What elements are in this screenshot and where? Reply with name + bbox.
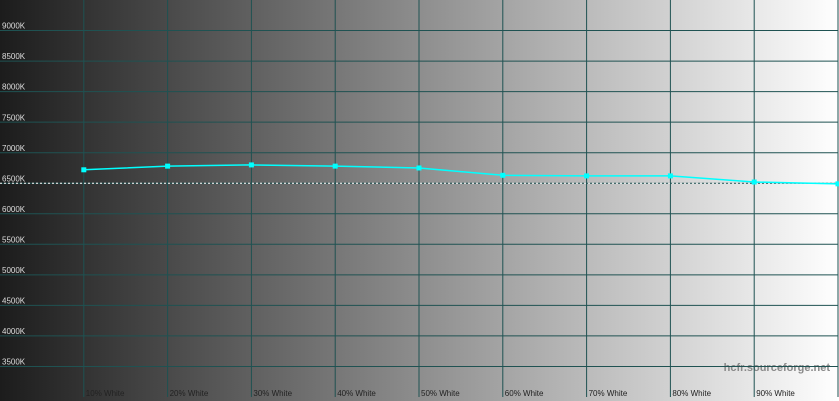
y-tick-label: 5500K xyxy=(2,235,26,244)
y-tick-label: 6500K xyxy=(2,174,26,183)
x-tick-label: 50% White xyxy=(421,389,460,398)
watermark: hcfr.sourceforge.net xyxy=(724,362,831,374)
y-tick-label: 4000K xyxy=(2,327,26,336)
data-point xyxy=(416,165,422,171)
y-tick-label: 7500K xyxy=(2,113,26,122)
data-point xyxy=(81,167,87,173)
series-line xyxy=(83,164,839,185)
x-tick-label: 70% White xyxy=(589,389,628,398)
y-tick-label: 6000K xyxy=(2,205,26,214)
data-point xyxy=(584,173,590,179)
data-point xyxy=(835,181,839,187)
x-tick-label: 60% White xyxy=(505,389,544,398)
data-point xyxy=(500,172,506,178)
y-tick-label: 8000K xyxy=(2,83,26,92)
data-point xyxy=(332,163,338,169)
data-point xyxy=(165,163,171,169)
x-tick-label: 80% White xyxy=(672,389,711,398)
y-tick-label: 7000K xyxy=(2,144,26,153)
y-tick-label: 4500K xyxy=(2,296,26,305)
y-tick-label: 8500K xyxy=(2,52,26,61)
x-tick-label: 90% White xyxy=(756,389,795,398)
x-tick-label: 40% White xyxy=(337,389,376,398)
x-tick-label: 10% White xyxy=(86,389,125,398)
data-point xyxy=(667,173,673,179)
x-tick-label: 30% White xyxy=(253,389,292,398)
x-tick-label: 20% White xyxy=(170,389,209,398)
y-tick-label: 5000K xyxy=(2,266,26,275)
data-point xyxy=(248,162,254,168)
y-tick-label: 3500K xyxy=(2,358,26,367)
data-point xyxy=(751,179,757,185)
y-tick-label: 9000K xyxy=(2,22,26,31)
